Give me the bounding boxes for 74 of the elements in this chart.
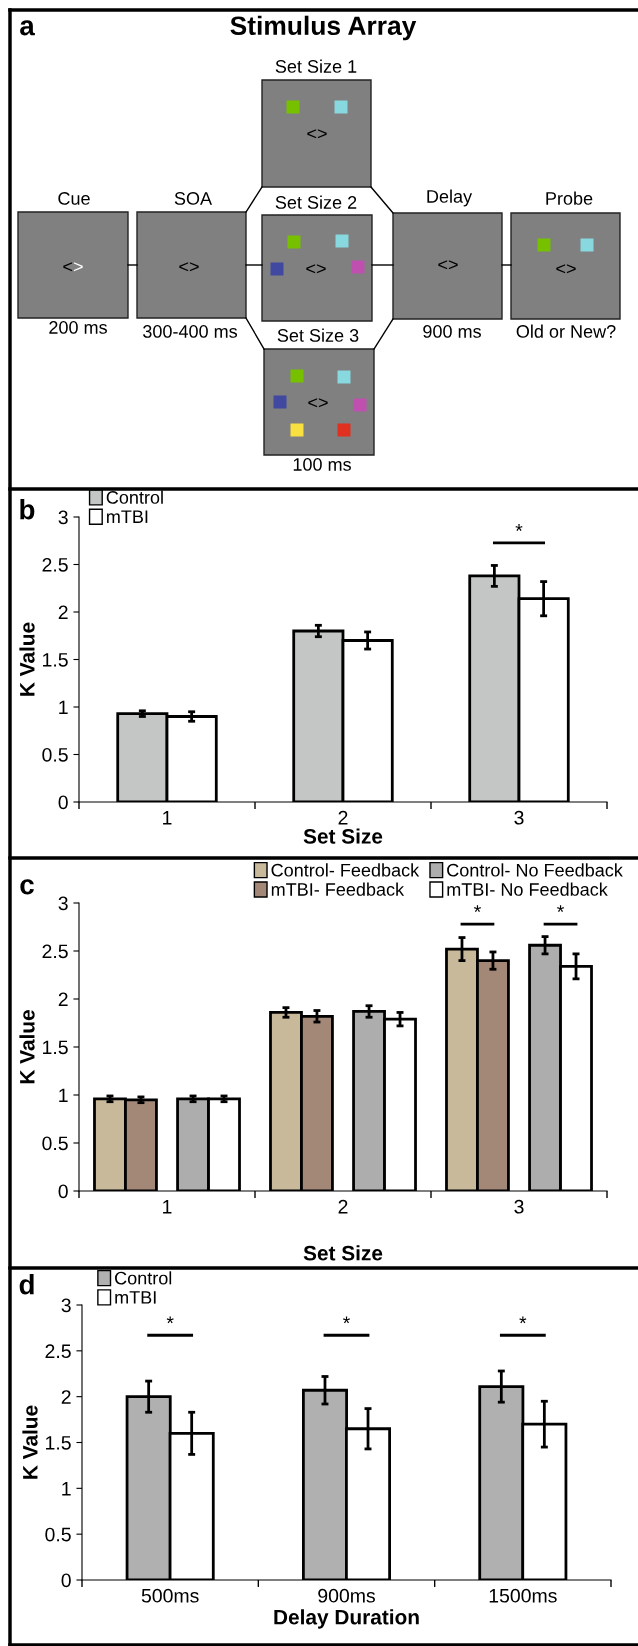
x-tick-label: 1 [163, 811, 172, 825]
annotation: * [515, 524, 523, 531]
x-tick-label: 3 [514, 1199, 524, 1214]
y-tick-label: 0 [58, 795, 68, 810]
text: SOA [174, 192, 213, 205]
text: <> [556, 264, 576, 274]
x-axis-title: Set Size [303, 1245, 383, 1261]
y-tick-label: 1.5 [46, 1436, 71, 1450]
text: 200 ms [49, 321, 107, 334]
y-axis-title: K Value [19, 622, 35, 696]
legend-label: mTBI [115, 1291, 156, 1304]
y-tick-label: 2 [58, 605, 68, 620]
y-tick-label: 2 [58, 992, 68, 1007]
y-axis-title: K Value [22, 1405, 38, 1479]
text: Set Size 3 [277, 328, 359, 342]
legend-label: mTBI- Feedback [271, 882, 405, 896]
legend-label: Control [106, 490, 163, 504]
text: a [20, 20, 35, 36]
x-axis-title: Set Size [303, 828, 383, 844]
text: <> [306, 264, 326, 274]
y-tick-label: 2.5 [45, 1344, 71, 1359]
text: c [20, 879, 34, 895]
legend-label: Control- Feedback [271, 863, 420, 877]
y-tick-label: 2.5 [42, 944, 68, 959]
y-tick-label: 0 [61, 1573, 71, 1588]
text: Delay [427, 189, 473, 207]
y-axis-title: K Value [19, 1010, 35, 1084]
y-tick-label: 1 [59, 700, 68, 715]
annotation: * [519, 1316, 527, 1324]
y-tick-label: 0.5 [42, 747, 68, 762]
y-tick-label: 1 [62, 1482, 71, 1496]
text: <> [179, 262, 199, 272]
text: d [19, 1274, 34, 1295]
y-tick-label: 3 [58, 896, 68, 911]
text: Probe [546, 191, 593, 205]
annotation: * [473, 905, 481, 912]
y-tick-label: 3 [58, 510, 68, 525]
y-tick-label: 1.5 [43, 653, 68, 667]
text: Old or New? [516, 324, 616, 338]
text: Cue [58, 192, 90, 205]
y-tick-label: 2 [61, 1390, 71, 1404]
y-tick-label: 3 [61, 1298, 71, 1313]
x-tick-label: 3 [514, 810, 524, 825]
annotation: * [557, 905, 565, 912]
legend-label: mTBI [107, 510, 148, 523]
x-tick-label: 2 [338, 1199, 348, 1214]
x-tick-label: 1 [163, 1200, 172, 1214]
y-tick-label: 0.5 [45, 1527, 71, 1542]
annotation: * [166, 1316, 174, 1324]
y-tick-label: 0 [58, 1184, 68, 1199]
x-axis-title: Delay Duration [274, 1609, 419, 1629]
x-tick-label: 1500ms [489, 1588, 557, 1603]
text: <> [308, 398, 328, 408]
x-tick-label: 2 [338, 810, 348, 825]
text: <> [63, 262, 83, 272]
text: 100 ms [293, 458, 351, 471]
text: Set Size 2 [275, 195, 357, 209]
x-tick-label: 900ms [318, 1588, 375, 1603]
y-tick-label: 1 [59, 1088, 68, 1103]
y-tick-label: 0.5 [42, 1136, 68, 1151]
text: <> [438, 260, 458, 270]
legend-label: Control- No Feedback [447, 863, 623, 877]
legend-label: mTBI- No Feedback [447, 882, 608, 896]
y-tick-label: 2.5 [42, 557, 68, 572]
text: 900 ms [423, 325, 481, 338]
x-tick-label: 500ms [141, 1588, 199, 1603]
y-tick-label: 1.5 [43, 1040, 68, 1055]
text: <> [307, 129, 327, 139]
text: Set Size 1 [275, 59, 357, 73]
legend-label: Control [115, 1271, 172, 1285]
text: 300-400 ms [143, 325, 238, 338]
annotation: * [343, 1316, 350, 1324]
text: Stimulus Array [230, 15, 417, 41]
text: b [20, 499, 35, 520]
